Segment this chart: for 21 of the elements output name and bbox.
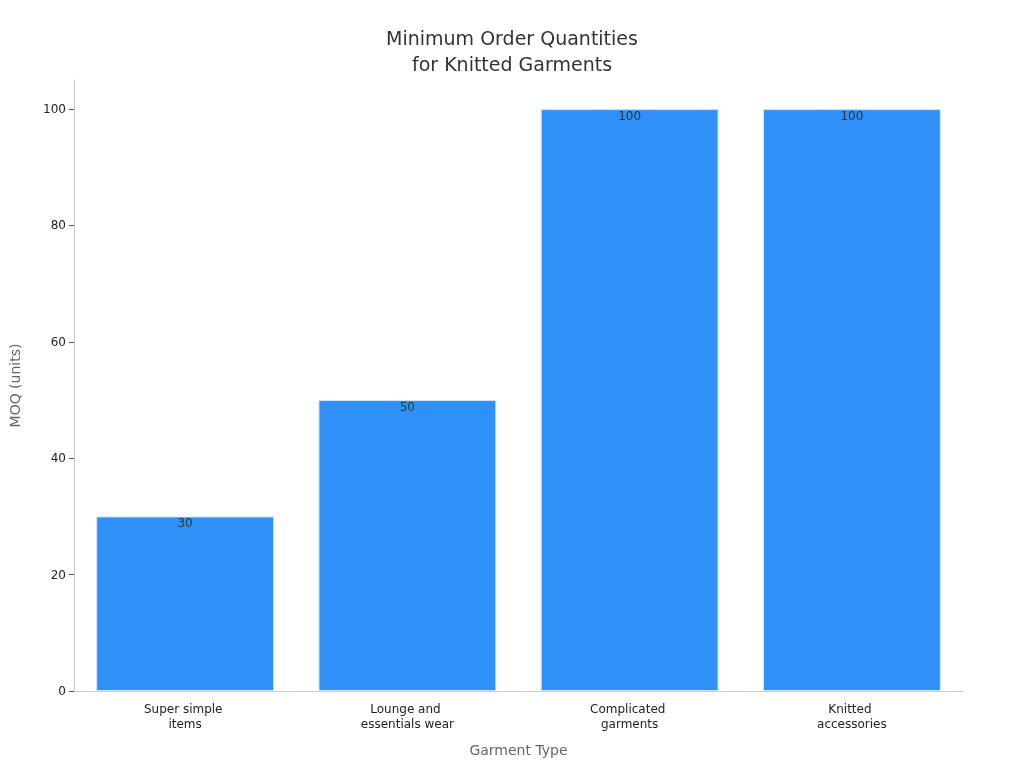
y-tick-label: 0 bbox=[58, 684, 66, 698]
bar bbox=[318, 400, 497, 691]
data-label: 30 bbox=[177, 516, 193, 531]
bar bbox=[762, 109, 941, 691]
data-label: 100 bbox=[840, 109, 864, 124]
y-tick-label: 80 bbox=[50, 218, 66, 233]
y-tick-label: 60 bbox=[50, 334, 66, 349]
data-label: 50 bbox=[399, 400, 416, 415]
y-tick-label: 100 bbox=[43, 102, 66, 117]
bar bbox=[96, 516, 275, 691]
x-tick-label: Knitted accessories bbox=[817, 701, 887, 731]
x-tick-label: Super simple items bbox=[143, 701, 227, 731]
y-tick-label: 20 bbox=[50, 567, 66, 582]
x-tick-label: Complicated garments bbox=[590, 701, 670, 731]
chart-title: Minimum Order Quantities for Knitted Garments bbox=[386, 27, 638, 75]
y-axis-title: MOQ (units) bbox=[7, 343, 23, 428]
x-tick-label: Lounge and essentials wear bbox=[360, 701, 455, 731]
x-axis-title: Garment Type bbox=[469, 742, 568, 758]
y-tick-label: 40 bbox=[50, 451, 66, 466]
bar bbox=[540, 109, 719, 691]
data-label: 100 bbox=[618, 109, 642, 124]
